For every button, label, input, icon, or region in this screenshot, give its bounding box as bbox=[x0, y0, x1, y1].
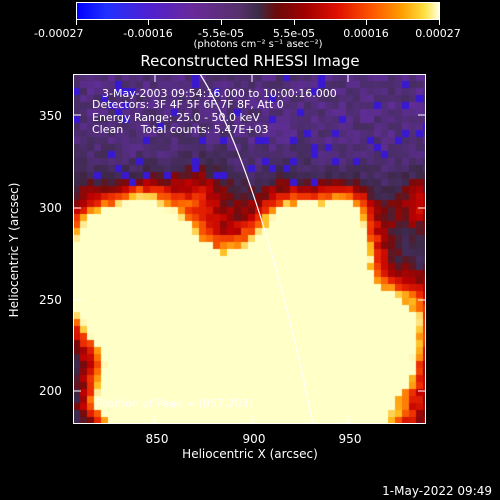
plot-frame bbox=[73, 74, 426, 424]
energy-range: Energy Range: 25.0 - 50.0 keV bbox=[92, 111, 260, 124]
time-range: 3-May-2003 09:54:16.000 to 10:00:16.000 bbox=[102, 87, 337, 100]
image-title: Reconstructed RHESSI Image bbox=[140, 52, 360, 70]
peak-position: Position of Peak = [957,203] bbox=[96, 397, 253, 410]
colorbar-label: -5.5e-05 bbox=[197, 27, 245, 40]
colorbar-label: -0.00016 bbox=[123, 27, 173, 40]
colorbar-tick bbox=[148, 20, 149, 25]
colorbar-tick bbox=[439, 20, 440, 25]
y-tick-label: 300 bbox=[39, 201, 62, 215]
x-tick-label: 950 bbox=[338, 432, 362, 446]
plot-date: 1-May-2022 09:49 bbox=[382, 484, 492, 498]
y-tick-label: 200 bbox=[39, 384, 62, 398]
limb-overlay bbox=[199, 74, 314, 424]
colorbar-label: 0.00027 bbox=[415, 27, 461, 40]
x-tick-label: 850 bbox=[145, 432, 169, 446]
colorbar bbox=[76, 2, 440, 20]
x-tick-label: 900 bbox=[242, 432, 266, 446]
x-axis-label: Heliocentric X (arcsec) bbox=[182, 447, 318, 461]
rhessi-image bbox=[73, 74, 426, 424]
colorbar-label: 0.00016 bbox=[343, 27, 389, 40]
colorbar-label: 5.5e-05 bbox=[272, 27, 316, 40]
colorbar-units: (photons cm⁻² s⁻¹ asec⁻²) bbox=[193, 39, 323, 50]
clean-counts: Clean Total counts: 5.47E+03 bbox=[92, 123, 269, 136]
colorbar-tick bbox=[76, 20, 77, 25]
heatmap-canvas bbox=[73, 74, 426, 424]
y-tick-label: 250 bbox=[39, 293, 62, 307]
y-tick-label: 350 bbox=[39, 109, 62, 123]
colorbar-tick bbox=[366, 20, 367, 25]
colorbar-label: -0.00027 bbox=[34, 27, 84, 40]
colorbar-tick bbox=[221, 20, 222, 25]
y-axis-label: Heliocentric Y (arcsec) bbox=[7, 182, 21, 318]
detectors-info: Detectors: 3F 4F 5F 6F 7F 8F, Att 0 bbox=[92, 98, 284, 111]
solar-limb-line bbox=[199, 74, 314, 424]
colorbar-tick bbox=[294, 20, 295, 25]
